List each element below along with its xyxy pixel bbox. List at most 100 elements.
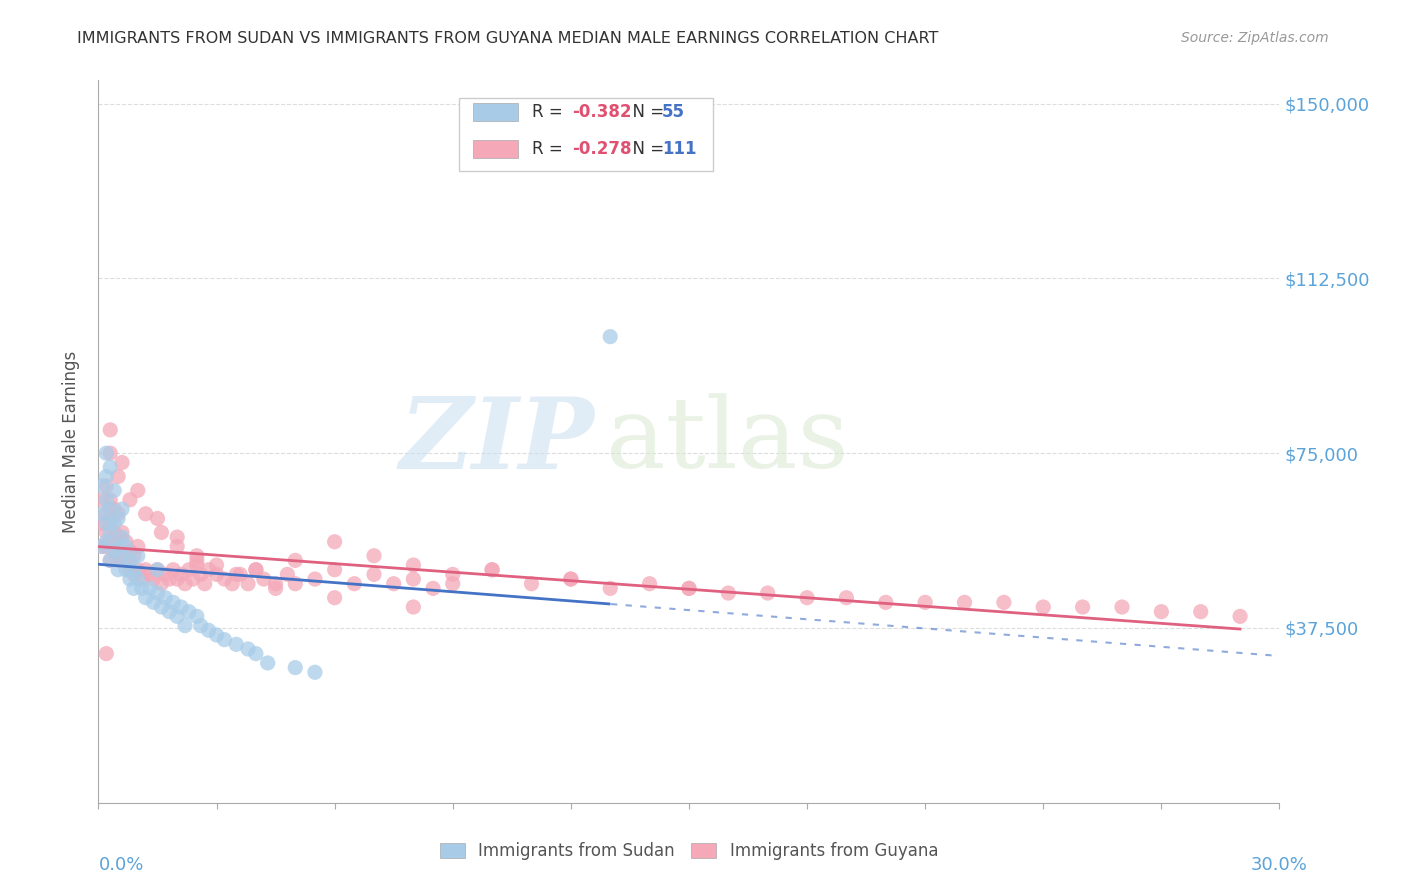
- Text: -0.382: -0.382: [572, 103, 631, 121]
- Point: [323, 563, 346, 577]
- Point: [1032, 600, 1054, 615]
- Y-axis label: Median Male Earnings: Median Male Earnings: [62, 351, 80, 533]
- Point: [1071, 600, 1094, 615]
- Point: [276, 567, 298, 582]
- Point: [142, 572, 165, 586]
- Point: [181, 572, 204, 586]
- Point: [96, 469, 118, 483]
- Text: 55: 55: [662, 103, 685, 121]
- Point: [107, 511, 129, 525]
- Point: [115, 540, 138, 554]
- Point: [103, 516, 125, 530]
- Point: [194, 576, 217, 591]
- Point: [225, 567, 247, 582]
- Point: [146, 563, 169, 577]
- Point: [382, 576, 405, 591]
- Point: [256, 656, 278, 670]
- Point: [875, 595, 897, 609]
- Point: [96, 479, 118, 493]
- Point: [111, 530, 134, 544]
- Point: [560, 572, 582, 586]
- Point: [103, 502, 125, 516]
- Point: [150, 576, 173, 591]
- Point: [91, 516, 114, 530]
- Point: [162, 563, 184, 577]
- Point: [221, 576, 243, 591]
- Point: [135, 591, 157, 605]
- Point: [107, 507, 129, 521]
- Point: [98, 553, 121, 567]
- Text: 0.0%: 0.0%: [98, 856, 143, 874]
- Point: [638, 576, 661, 591]
- Point: [914, 595, 936, 609]
- Point: [91, 507, 114, 521]
- Point: [118, 572, 141, 586]
- Point: [157, 572, 180, 586]
- Text: R =: R =: [531, 139, 568, 158]
- Point: [111, 549, 134, 563]
- Point: [115, 563, 138, 577]
- Point: [142, 595, 165, 609]
- Point: [363, 567, 385, 582]
- Point: [214, 572, 236, 586]
- Point: [363, 549, 385, 563]
- Point: [96, 446, 118, 460]
- Point: [402, 558, 425, 572]
- Point: [717, 586, 740, 600]
- Point: [122, 549, 145, 563]
- Point: [127, 572, 149, 586]
- Point: [107, 469, 129, 483]
- Text: -0.278: -0.278: [572, 139, 631, 158]
- Point: [96, 507, 118, 521]
- Text: IMMIGRANTS FROM SUDAN VS IMMIGRANTS FROM GUYANA MEDIAN MALE EARNINGS CORRELATION: IMMIGRANTS FROM SUDAN VS IMMIGRANTS FROM…: [77, 31, 939, 46]
- Point: [1150, 605, 1173, 619]
- Point: [118, 563, 141, 577]
- Point: [115, 553, 138, 567]
- Point: [177, 563, 200, 577]
- Point: [118, 492, 141, 507]
- Point: [993, 595, 1015, 609]
- Point: [150, 525, 173, 540]
- FancyBboxPatch shape: [472, 139, 517, 158]
- Point: [96, 647, 118, 661]
- Point: [229, 567, 252, 582]
- Point: [103, 483, 125, 498]
- Point: [678, 582, 700, 596]
- Point: [174, 576, 197, 591]
- Point: [146, 511, 169, 525]
- Point: [197, 563, 219, 577]
- Point: [1229, 609, 1251, 624]
- Point: [118, 544, 141, 558]
- Point: [177, 605, 200, 619]
- Point: [245, 647, 267, 661]
- Point: [1189, 605, 1212, 619]
- Point: [343, 576, 366, 591]
- FancyBboxPatch shape: [458, 98, 713, 170]
- Text: 30.0%: 30.0%: [1251, 856, 1308, 874]
- Point: [236, 642, 259, 657]
- Point: [107, 530, 129, 544]
- Point: [284, 660, 307, 674]
- Point: [96, 525, 118, 540]
- Point: [236, 576, 259, 591]
- Point: [111, 549, 134, 563]
- Point: [111, 525, 134, 540]
- Point: [122, 582, 145, 596]
- Point: [264, 582, 287, 596]
- Text: N =: N =: [621, 139, 669, 158]
- Point: [98, 423, 121, 437]
- Point: [402, 600, 425, 615]
- Text: N =: N =: [621, 103, 669, 121]
- Point: [197, 624, 219, 638]
- Legend: Immigrants from Sudan, Immigrants from Guyana: Immigrants from Sudan, Immigrants from G…: [433, 836, 945, 867]
- Point: [127, 483, 149, 498]
- Point: [166, 609, 188, 624]
- Point: [107, 540, 129, 554]
- Point: [162, 595, 184, 609]
- Point: [253, 572, 276, 586]
- Point: [155, 567, 177, 582]
- Point: [441, 567, 464, 582]
- Point: [756, 586, 779, 600]
- Point: [98, 460, 121, 475]
- Point: [135, 563, 157, 577]
